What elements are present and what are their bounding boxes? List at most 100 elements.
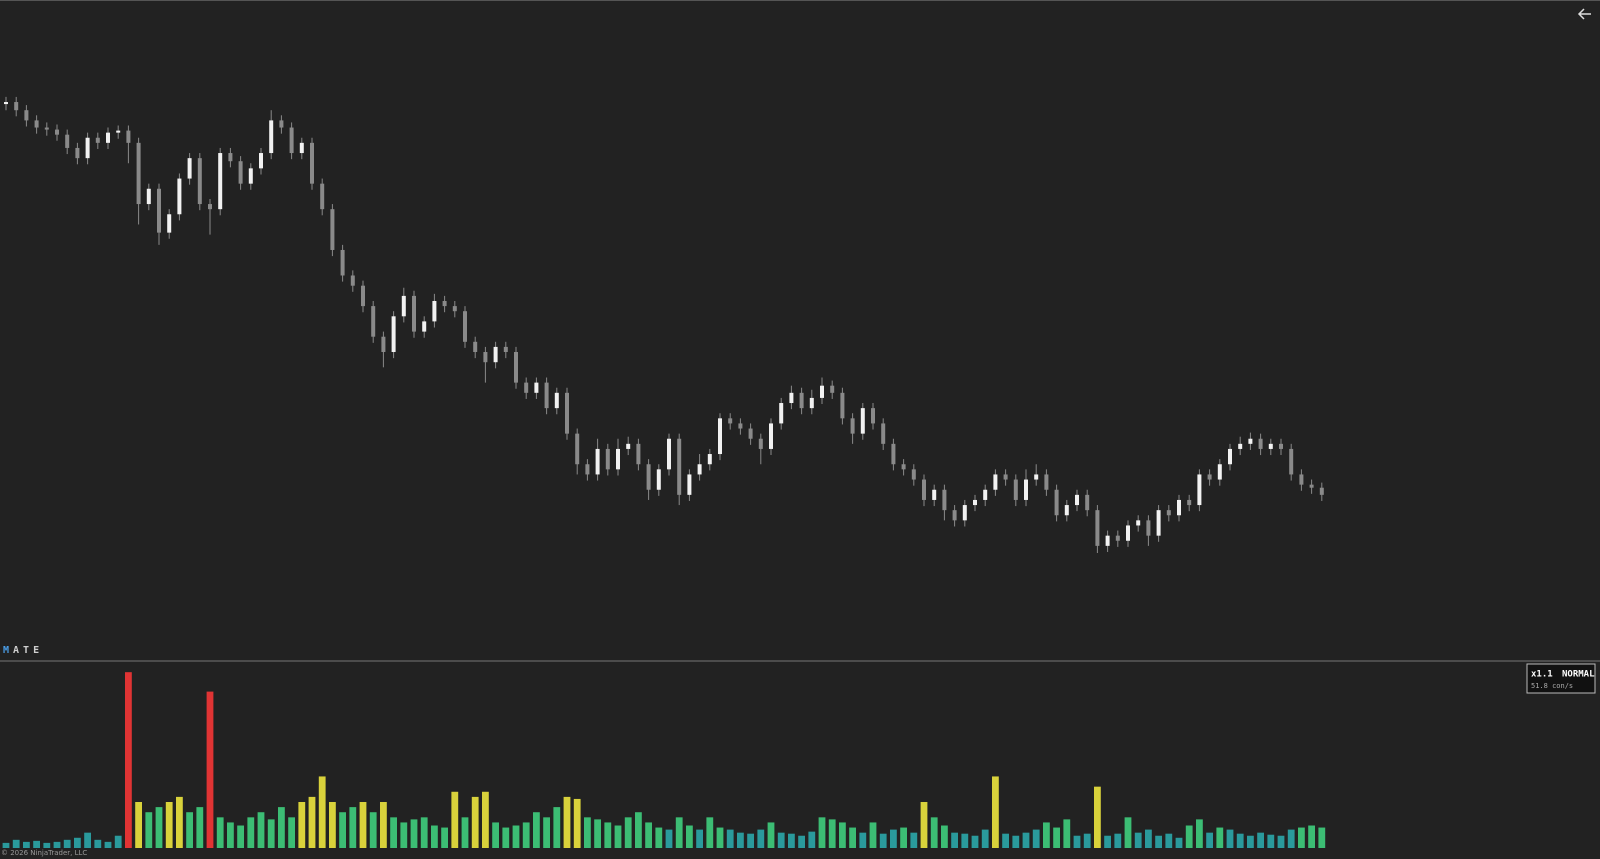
volume-bar (1298, 827, 1305, 848)
volume-bar (696, 829, 703, 848)
badge-multiplier: x1.1 (1531, 670, 1553, 680)
volume-bar (767, 822, 775, 848)
candle-body (1228, 448, 1232, 465)
volume-bar (1083, 833, 1091, 848)
candle-body (1187, 499, 1192, 506)
volume-bar (675, 817, 683, 848)
volume-bar (461, 817, 469, 848)
candle-body (595, 448, 600, 475)
volume-bar (961, 833, 969, 848)
volume-bar (1012, 835, 1020, 848)
volume-bar (1257, 832, 1264, 848)
volume-bar (1114, 833, 1122, 848)
candle-body (1156, 510, 1161, 536)
volume-bar (1267, 834, 1275, 848)
candle-body (24, 110, 29, 121)
candle-body (1319, 487, 1324, 495)
candle-body (422, 321, 427, 332)
candle-body (75, 147, 80, 159)
candle-body (95, 137, 100, 143)
candle-body (1238, 443, 1243, 449)
volume-bar (747, 833, 754, 848)
volume-bar (43, 842, 51, 848)
candle-body (1258, 438, 1263, 449)
copyright: © 2026 NinjaTrader, LLC (1, 849, 87, 857)
volume-bar (12, 839, 20, 848)
candle-body (820, 385, 824, 398)
candle-body (391, 316, 396, 353)
candle-body (1309, 484, 1314, 488)
volume-bar (216, 817, 224, 848)
candle-body (320, 183, 325, 210)
volume-bar (971, 835, 979, 848)
volume-bar (400, 822, 408, 848)
candle-body (758, 438, 763, 449)
candle-body (157, 188, 161, 233)
speed-badge: x1.1 NORMAL 51.8 con/s (1526, 663, 1596, 694)
badge-box (1526, 663, 1596, 694)
back-arrow (1577, 8, 1591, 20)
candle-body (748, 428, 753, 439)
candle-body (432, 300, 437, 322)
candle-body (789, 392, 794, 404)
candle-body (1105, 535, 1110, 546)
candle-body (310, 142, 314, 184)
volume-bar (298, 802, 306, 848)
volume-bar (818, 817, 826, 848)
volume-bar (23, 841, 30, 848)
volume-bar (84, 832, 91, 848)
candle-body (554, 392, 559, 409)
volume-bar (431, 825, 438, 848)
volume-bar (1165, 833, 1173, 848)
candle-body (707, 454, 712, 465)
indicator-rest: ATE (13, 645, 43, 656)
candle-body (677, 438, 682, 495)
candle-body (493, 346, 498, 363)
back-button[interactable] (1577, 8, 1591, 20)
volume-bar (410, 819, 418, 848)
volume-bar (155, 807, 163, 848)
top-border (0, 0, 1600, 1)
candle-body (830, 385, 835, 393)
volume-bar (2, 842, 10, 848)
volume-bar (706, 817, 714, 848)
volume-bar (1206, 832, 1213, 848)
candle-body (901, 464, 906, 470)
volume-bar (981, 829, 989, 848)
candle-body (1166, 510, 1171, 516)
candle-body (1075, 494, 1079, 506)
candle-body (871, 408, 875, 424)
volume-bar (339, 812, 346, 848)
volume-bar (1094, 786, 1101, 848)
volume-bar (584, 817, 591, 848)
volume-bar (135, 802, 142, 848)
candle-body (1279, 443, 1283, 449)
volume-bar (992, 776, 999, 848)
candle-body (922, 479, 926, 500)
volume-bar (686, 825, 693, 848)
candle-body (687, 474, 692, 495)
volume-bar (900, 827, 907, 848)
candle-body (534, 382, 539, 393)
candle-body (452, 306, 457, 312)
volume-bar (502, 827, 510, 848)
candle-body (1013, 479, 1018, 500)
candle-body (932, 489, 937, 500)
indicator-initial: M (3, 645, 13, 656)
price-pane (4, 96, 1324, 554)
volume-bar (1216, 827, 1224, 848)
volume-bar (869, 822, 877, 848)
volume-bar (777, 832, 785, 848)
volume-bar (543, 817, 550, 848)
volume-bar (849, 827, 856, 848)
volume-bar (1145, 829, 1152, 848)
candle-body (1115, 535, 1120, 541)
volume-bar (1124, 817, 1132, 848)
candle-body (697, 464, 702, 475)
candle-body (1177, 499, 1181, 516)
candle-body (106, 132, 110, 143)
candle-body (1064, 505, 1069, 516)
candle-body (442, 300, 447, 307)
candle-body (1248, 438, 1253, 444)
volume-bar (318, 776, 326, 848)
